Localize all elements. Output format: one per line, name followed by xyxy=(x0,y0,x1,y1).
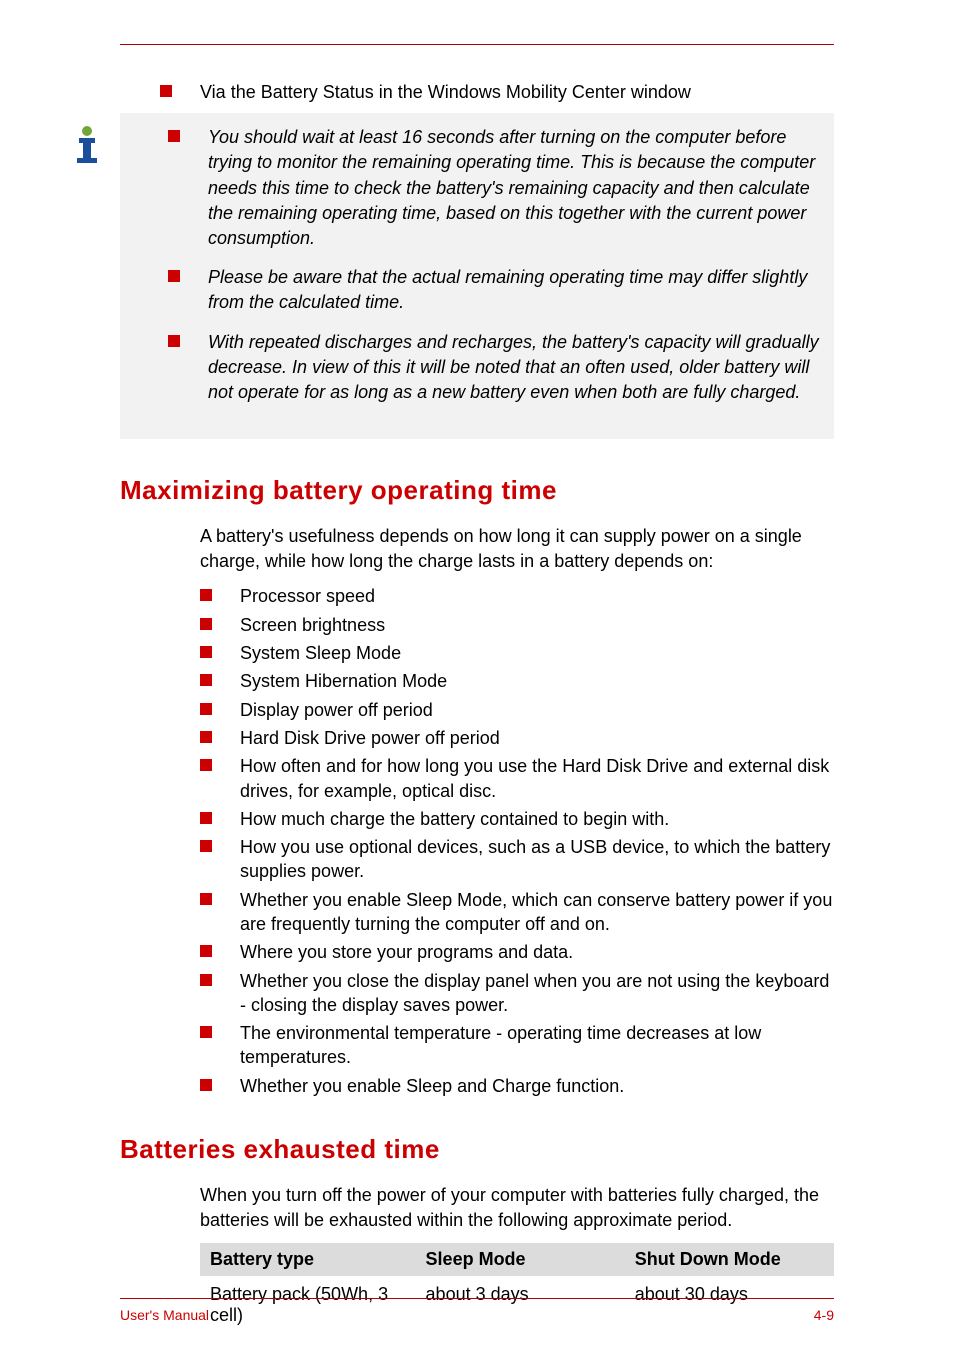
info-bullets: You should wait at least 16 seconds afte… xyxy=(128,125,826,405)
bullet-icon xyxy=(200,812,212,824)
bullet-icon xyxy=(200,703,212,715)
section2-intro: When you turn off the power of your comp… xyxy=(200,1183,834,1233)
footer-right: 4-9 xyxy=(814,1307,834,1323)
table: Battery type Sleep Mode Shut Down Mode B… xyxy=(200,1243,834,1334)
info-note-row: With repeated discharges and recharges, … xyxy=(128,330,826,406)
top-bullet-row: Via the Battery Status in the Windows Mo… xyxy=(120,80,834,105)
list-item: Processor speed xyxy=(160,584,834,608)
table-cell: about 30 days xyxy=(625,1276,834,1334)
bullet-icon xyxy=(200,1079,212,1091)
bullet-icon xyxy=(200,646,212,658)
page-content: Via the Battery Status in the Windows Mo… xyxy=(120,80,834,1334)
list-item: Whether you close the display panel when… xyxy=(160,969,834,1018)
bottom-rule xyxy=(120,1298,834,1299)
bullet-icon xyxy=(200,893,212,905)
bullet-icon xyxy=(200,840,212,852)
section1-intro: A battery's usefulness depends on how lo… xyxy=(200,524,834,574)
list-item: How often and for how long you use the H… xyxy=(160,754,834,803)
table-row: Battery pack (50Wh, 3 cell) about 3 days… xyxy=(200,1276,834,1334)
bullet-icon xyxy=(168,270,180,282)
table-cell: about 3 days xyxy=(416,1276,625,1334)
info-note-text: With repeated discharges and recharges, … xyxy=(208,330,826,406)
list-item: System Sleep Mode xyxy=(160,641,834,665)
info-note-text: Please be aware that the actual remainin… xyxy=(208,265,826,315)
bullet-icon xyxy=(168,130,180,142)
info-note-row: Please be aware that the actual remainin… xyxy=(128,265,826,315)
table-header: Shut Down Mode xyxy=(625,1243,834,1276)
list-item: Whether you enable Sleep and Charge func… xyxy=(160,1074,834,1098)
list-text: System Sleep Mode xyxy=(240,641,834,665)
list-item: System Hibernation Mode xyxy=(160,669,834,693)
list-text: Display power off period xyxy=(240,698,834,722)
list-item: Whether you enable Sleep Mode, which can… xyxy=(160,888,834,937)
list-item: The environmental temperature - operatin… xyxy=(160,1021,834,1070)
list-text: Processor speed xyxy=(240,584,834,608)
list-text: System Hibernation Mode xyxy=(240,669,834,693)
table-cell: Battery pack (50Wh, 3 cell) xyxy=(200,1276,416,1334)
list-text: Where you store your programs and data. xyxy=(240,940,834,964)
list-text: Hard Disk Drive power off period xyxy=(240,726,834,750)
bullet-icon xyxy=(200,974,212,986)
bullet-icon xyxy=(200,589,212,601)
list-text: How much charge the battery contained to… xyxy=(240,807,834,831)
list-text: How you use optional devices, such as a … xyxy=(240,835,834,884)
section-heading-exhausted: Batteries exhausted time xyxy=(120,1134,834,1165)
top-rule xyxy=(120,44,834,45)
bullet-icon xyxy=(200,674,212,686)
list-item: Display power off period xyxy=(160,698,834,722)
bullet-icon xyxy=(200,759,212,771)
info-note-box: You should wait at least 16 seconds afte… xyxy=(120,113,834,439)
table-header: Sleep Mode xyxy=(416,1243,625,1276)
list-text: Whether you close the display panel when… xyxy=(240,969,834,1018)
bullet-icon xyxy=(200,1026,212,1038)
table-header-row: Battery type Sleep Mode Shut Down Mode xyxy=(200,1243,834,1276)
bullet-icon xyxy=(200,945,212,957)
list-item: Hard Disk Drive power off period xyxy=(160,726,834,750)
top-bullet-text: Via the Battery Status in the Windows Mo… xyxy=(200,80,834,105)
list-item: Where you store your programs and data. xyxy=(160,940,834,964)
section-heading-maximizing: Maximizing battery operating time xyxy=(120,475,834,506)
bullet-icon xyxy=(200,731,212,743)
info-icon xyxy=(65,123,109,172)
info-note-text: You should wait at least 16 seconds afte… xyxy=(208,125,826,251)
list-item: Screen brightness xyxy=(160,613,834,637)
list-text: Whether you enable Sleep and Charge func… xyxy=(240,1074,834,1098)
info-note-row: You should wait at least 16 seconds afte… xyxy=(128,125,826,251)
section1-bullet-list: Processor speed Screen brightness System… xyxy=(120,584,834,1098)
list-text: Whether you enable Sleep Mode, which can… xyxy=(240,888,834,937)
footer-left: User's Manual xyxy=(120,1307,209,1323)
bullet-icon xyxy=(200,618,212,630)
list-item: How you use optional devices, such as a … xyxy=(160,835,834,884)
list-text: How often and for how long you use the H… xyxy=(240,754,834,803)
list-text: The environmental temperature - operatin… xyxy=(240,1021,834,1070)
list-text: Screen brightness xyxy=(240,613,834,637)
bullet-icon xyxy=(160,85,172,97)
bullet-icon xyxy=(168,335,180,347)
table-header: Battery type xyxy=(200,1243,416,1276)
battery-table: Battery type Sleep Mode Shut Down Mode B… xyxy=(200,1243,834,1334)
list-item: How much charge the battery contained to… xyxy=(160,807,834,831)
